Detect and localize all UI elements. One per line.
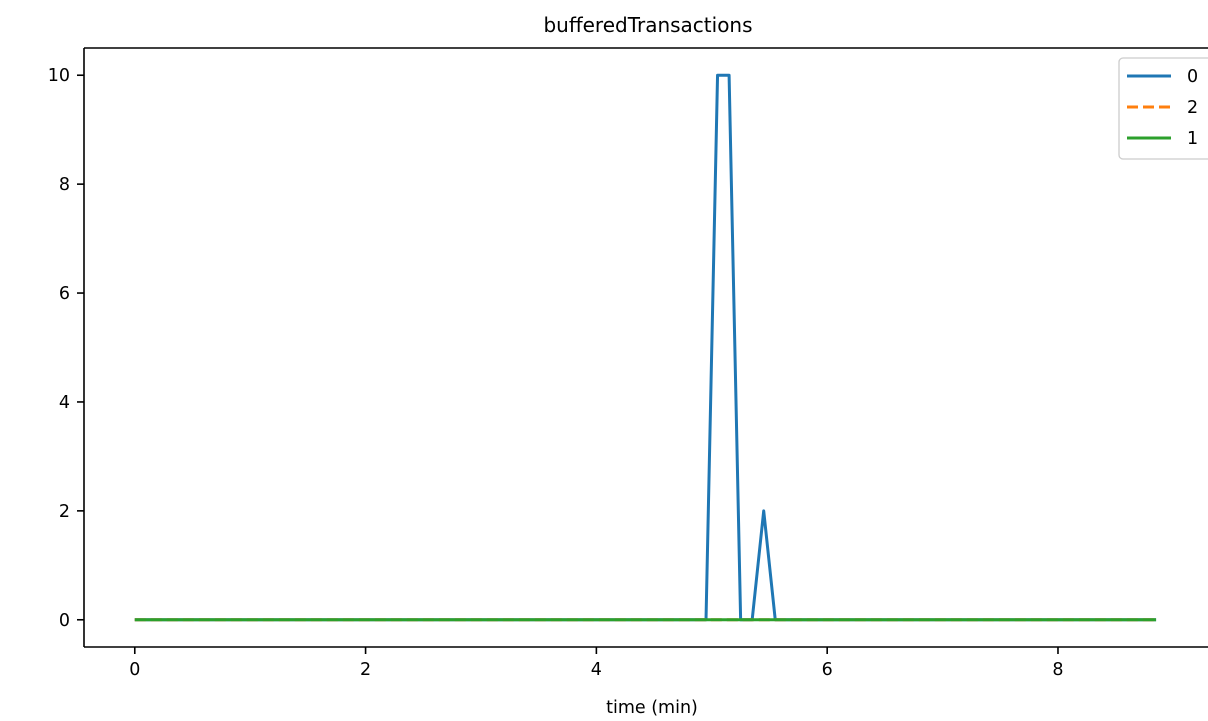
legend-label-2: 2 [1187,98,1198,118]
axes-spines [83,47,1208,648]
plot-area [83,47,1208,648]
legend: 0 2 1 [1118,57,1208,160]
y-tick-label: 10 [48,66,70,86]
x-tick-label: 8 [1052,660,1063,680]
x-axis: 0 2 4 6 8 [129,647,1064,680]
y-tick-label: 6 [59,284,70,304]
x-tick-label: 4 [591,660,602,680]
y-tick-label: 0 [59,611,70,631]
y-tick-label: 4 [59,393,70,413]
x-tick-label: 6 [822,660,833,680]
x-tick-label: 0 [129,660,140,680]
y-tick-label: 2 [59,502,70,522]
chart-title: bufferedTransactions [543,13,752,37]
x-axis-label: time (min) [606,698,698,718]
y-axis: 0 2 4 6 8 10 [48,66,84,631]
y-tick-label: 8 [59,175,70,195]
legend-label-1: 1 [1187,129,1198,149]
series-layer [134,73,1157,622]
legend-label-0: 0 [1187,67,1198,87]
x-tick-label: 2 [360,660,371,680]
